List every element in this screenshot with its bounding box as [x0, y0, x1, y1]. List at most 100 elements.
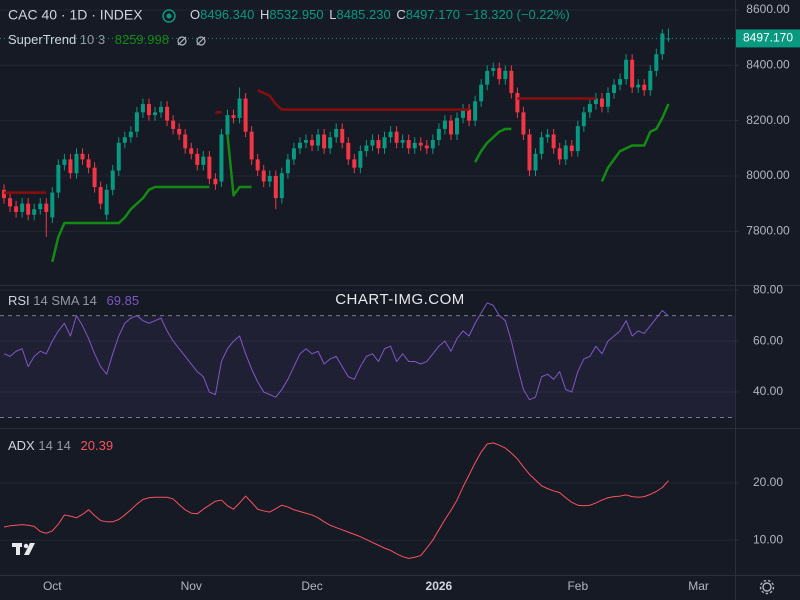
- plot-area: [0, 28, 735, 559]
- ohlc-value: 8496.340: [200, 7, 254, 22]
- candle-body: [648, 70, 653, 91]
- adx-line: [3, 442, 669, 559]
- candle-body: [479, 84, 484, 102]
- candle-body: [261, 170, 266, 182]
- indicator-value: 20.39: [81, 438, 114, 453]
- candle-body: [291, 148, 296, 160]
- market-status-dot: [166, 13, 172, 19]
- candle-body: [38, 203, 43, 210]
- candle-body: [201, 156, 206, 165]
- candle-body: [376, 140, 381, 149]
- candle-body: [304, 140, 308, 143]
- candle-body: [8, 198, 13, 207]
- visibility-icons[interactable]: [177, 36, 206, 46]
- candle-body: [110, 170, 115, 190]
- candle-body: [418, 142, 423, 146]
- supertrend-up: [474, 127, 512, 163]
- x-tick-label: Dec: [301, 579, 322, 593]
- candle-body: [515, 92, 520, 113]
- candle-body: [207, 156, 212, 179]
- candle-body: [32, 209, 37, 215]
- candle-body: [467, 109, 472, 121]
- ohlc-legend: O8496.340 H8532.950 L8485.230 C8497.170 …: [190, 7, 570, 22]
- indicator-value: 8259.998: [115, 32, 169, 47]
- candle-body: [98, 187, 103, 204]
- candle-body: [551, 134, 556, 149]
- candle-body: [382, 137, 387, 149]
- x-tick-label: Mar: [688, 579, 709, 593]
- candle-body: [26, 203, 31, 215]
- candle-body: [243, 98, 248, 132]
- candle-body: [581, 112, 586, 127]
- candle-body: [140, 104, 145, 113]
- candle-body: [521, 112, 526, 135]
- candle-body: [491, 68, 496, 71]
- ohlc-key: L: [329, 7, 336, 22]
- watermark: CHART-IMG.COM: [335, 291, 465, 308]
- y-tick-label: 8400.00: [746, 57, 790, 71]
- indicator-legend[interactable]: RSI 14 SMA 14 69.85: [8, 293, 139, 308]
- candle-body: [189, 148, 194, 154]
- candle-body: [213, 178, 218, 185]
- candle-body: [406, 140, 411, 149]
- settings-icon[interactable]: [759, 579, 775, 595]
- candle-body: [569, 145, 574, 152]
- candle-body: [358, 151, 363, 168]
- candle-body: [249, 131, 254, 160]
- candle-body: [195, 153, 200, 165]
- candle-body: [68, 159, 73, 174]
- symbol-title[interactable]: CAC 40 · 1D · INDEX: [8, 7, 143, 23]
- candle-body: [231, 115, 236, 118]
- y-tick-label: 7800.00: [746, 223, 790, 237]
- candle-body: [557, 148, 562, 160]
- candle-body: [297, 142, 302, 149]
- candle-body: [273, 175, 278, 199]
- market-status[interactable]: [162, 9, 176, 23]
- candle-body: [587, 104, 592, 113]
- supertrend-up: [51, 185, 210, 263]
- candle-body: [334, 128, 339, 138]
- candle-body: [153, 112, 157, 116]
- candle-body: [316, 134, 321, 146]
- tradingview-logo[interactable]: [12, 543, 35, 555]
- candle-body: [183, 134, 188, 149]
- indicator-legend[interactable]: SuperTrend 10 3 8259.998: [8, 32, 169, 47]
- candle-body: [442, 120, 447, 129]
- y-tick-label: 8000.00: [746, 168, 790, 182]
- candle-body: [599, 98, 604, 107]
- candle-body: [310, 140, 315, 146]
- candle-body: [177, 128, 182, 135]
- y-tick-label: 10.00: [753, 532, 783, 546]
- ohlc-value: 8485.230: [336, 7, 390, 22]
- candle-body: [545, 134, 550, 138]
- x-tick-label: Nov: [181, 579, 202, 593]
- ohlc-key: C: [396, 7, 405, 22]
- change: −18.320 (−0.22%): [466, 7, 570, 22]
- candle-body: [352, 159, 357, 168]
- candle-body: [370, 140, 375, 146]
- candle-body: [533, 153, 538, 171]
- candle-body: [636, 84, 641, 88]
- y-tick-label: 8200.00: [746, 113, 790, 127]
- candle-body: [527, 134, 532, 171]
- candle-body: [412, 142, 417, 149]
- candle-body: [575, 126, 580, 152]
- candle-body: [606, 92, 610, 107]
- candle-body: [539, 137, 544, 154]
- candle-body: [134, 112, 139, 132]
- candle-body: [50, 192, 55, 218]
- supertrend-up: [226, 134, 252, 197]
- candle-body: [122, 137, 127, 143]
- candle-body: [400, 140, 405, 143]
- candle-body: [430, 140, 435, 149]
- indicator-name: SuperTrend: [8, 32, 76, 47]
- candle-body: [86, 159, 91, 168]
- indicator-legend[interactable]: ADX 14 14 20.39: [8, 438, 113, 453]
- candle-body: [660, 33, 665, 55]
- candle-body: [455, 117, 459, 135]
- candle-body: [563, 145, 568, 160]
- candle-body: [255, 159, 260, 171]
- ohlc-value: 8532.950: [269, 7, 323, 22]
- candle-body: [473, 101, 478, 121]
